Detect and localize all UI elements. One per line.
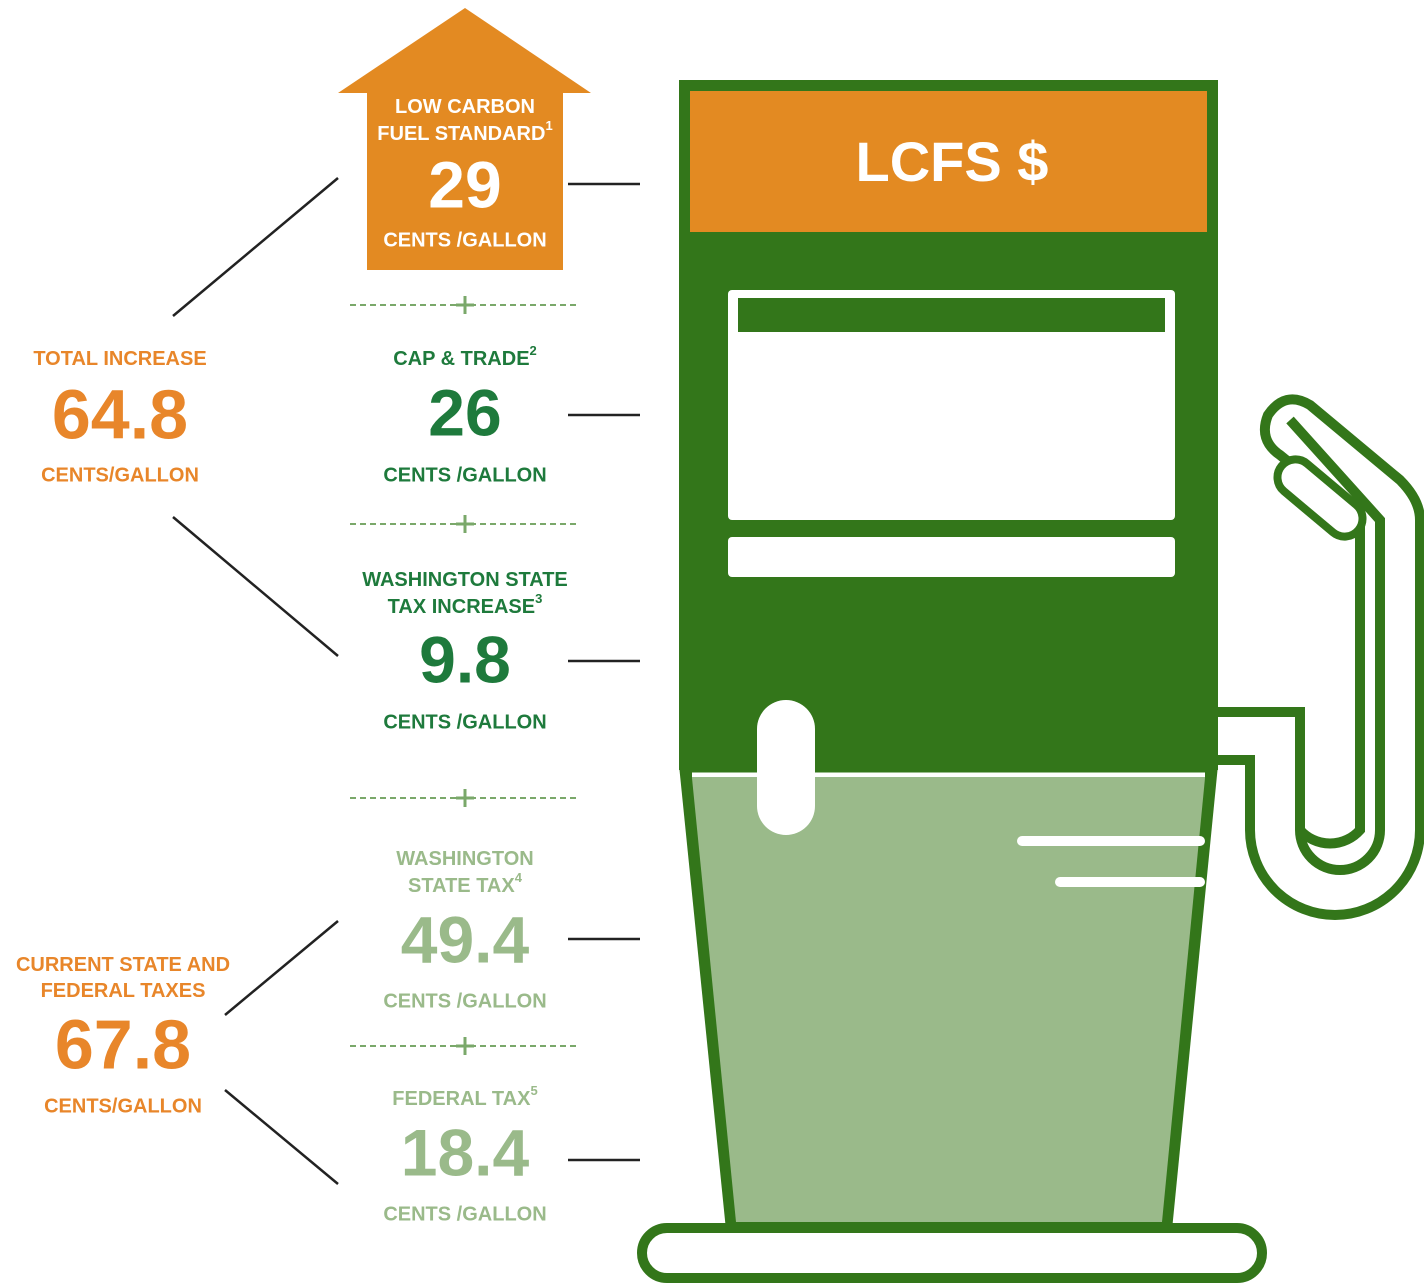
item-unit: CENTS /GALLON [383, 464, 546, 486]
footnote-ref: 4 [515, 870, 523, 885]
title-line: FUEL STANDARD [377, 123, 545, 145]
item-title: FUEL STANDARD1 [377, 118, 552, 145]
infographic: LCFS $ LOW CARBONFUEL STANDARD129CENTS /… [0, 0, 1424, 1283]
item-unit: CENTS/GALLON [41, 464, 199, 486]
item-title: WASHINGTON STATE [362, 569, 568, 591]
item-title: TAX INCREASE3 [388, 591, 543, 618]
item-value: 49.4 [401, 902, 530, 976]
item-value: 26 [428, 375, 501, 449]
item-title: LOW CARBON [395, 96, 535, 118]
item-value: 64.8 [52, 375, 188, 453]
item-unit: CENTS /GALLON [383, 990, 546, 1012]
footnote-ref: 1 [545, 118, 552, 133]
title-line: TAX INCREASE [388, 596, 535, 618]
pump-base [642, 1228, 1262, 1278]
item-value: 67.8 [55, 1005, 191, 1083]
item-value: 29 [428, 147, 501, 221]
bracket-line [173, 178, 338, 316]
item-value: 9.8 [419, 622, 511, 696]
slot [728, 537, 1175, 577]
title-line: WASHINGTON [396, 848, 533, 870]
handle [757, 700, 815, 835]
title-line: FEDERAL TAX [392, 1088, 531, 1110]
title-line: WASHINGTON STATE [362, 569, 568, 591]
item-title: TOTAL INCREASE [33, 348, 206, 370]
footnote-ref: 2 [530, 343, 537, 358]
screen-bar [738, 298, 1165, 332]
title-line: TOTAL INCREASE [33, 348, 206, 370]
item-title: FEDERAL TAX5 [392, 1083, 537, 1110]
item-unit: CENTS /GALLON [383, 229, 546, 251]
item-value: 18.4 [401, 1115, 530, 1189]
title-line: STATE TAX [408, 875, 515, 897]
bracket-line [225, 1090, 338, 1184]
item-title: STATE TAX4 [408, 870, 523, 897]
bracket-line [225, 921, 338, 1015]
item-title: FEDERAL TAXES [41, 980, 206, 1002]
item-title: CURRENT STATE AND [16, 954, 230, 976]
item-unit: CENTS/GALLON [44, 1095, 202, 1117]
item-unit: CENTS /GALLON [383, 1203, 546, 1225]
item-unit: CENTS /GALLON [383, 711, 546, 733]
footnote-ref: 3 [535, 591, 542, 606]
item-title: CAP & TRADE2 [393, 343, 537, 370]
title-line: LOW CARBON [395, 96, 535, 118]
bracket-line [173, 517, 338, 656]
footnote-ref: 5 [530, 1083, 537, 1098]
title-line: CAP & TRADE [393, 348, 529, 370]
title-line: CURRENT STATE AND [16, 954, 230, 976]
item-title: WASHINGTON [396, 848, 533, 870]
title-line: FEDERAL TAXES [41, 980, 206, 1002]
pump-label: LCFS $ [856, 130, 1049, 193]
fuel-pump: LCFS $ [642, 80, 1420, 1278]
